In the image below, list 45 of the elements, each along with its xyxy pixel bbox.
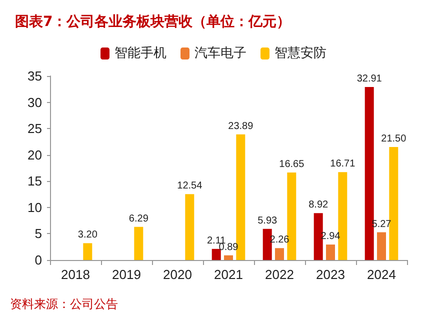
data-label: 23.89 (228, 120, 254, 132)
y-tick-label: 5 (34, 226, 42, 242)
y-tick-label: 15 (28, 174, 42, 189)
bar (326, 244, 335, 260)
bar (389, 146, 398, 260)
x-tick-label: 2022 (265, 267, 294, 282)
data-label: 21.50 (381, 133, 407, 144)
text: 资料来源：公司公告 (10, 297, 118, 311)
x-tick-label: 2020 (163, 267, 192, 282)
y-tick-label: 10 (28, 200, 42, 215)
bar (338, 172, 348, 260)
bar (314, 213, 323, 260)
bar (364, 86, 374, 260)
bar (224, 255, 233, 260)
data-label: 5.93 (258, 215, 278, 226)
data-label: 8.92 (308, 200, 329, 211)
legend-label: 智能手机 (114, 46, 166, 61)
bar (236, 134, 246, 260)
bar (83, 243, 92, 260)
chart-title: 图表7：公司各业务板块营收（单位：亿元） (15, 14, 291, 30)
bar (134, 226, 144, 260)
bar (275, 248, 284, 260)
data-label: 16.65 (279, 158, 305, 170)
bar (287, 172, 296, 260)
legend-label: 智慧安防 (274, 45, 326, 61)
bar (212, 248, 221, 260)
data-label: 16.71 (330, 158, 356, 170)
y-tick-label: 25 (28, 121, 42, 136)
y-tick-label: 35 (28, 68, 42, 84)
data-label: 32.91 (356, 73, 382, 84)
bar (185, 194, 194, 260)
x-tick-label: 2018 (61, 267, 90, 282)
y-tick-label: 20 (28, 147, 42, 162)
x-tick-label: 2024 (367, 267, 396, 282)
bar (377, 232, 386, 260)
data-label: 12.54 (177, 180, 203, 192)
bar (262, 228, 272, 260)
data-label: 3.20 (78, 230, 98, 241)
x-tick-label: 2023 (316, 267, 345, 282)
y-tick-label: 30 (28, 94, 42, 110)
data-label: 6.29 (128, 213, 149, 224)
x-tick-label: 2019 (112, 267, 141, 282)
x-tick-label: 2021 (214, 267, 243, 282)
legend-label: 汽车电子 (194, 46, 246, 61)
y-tick-label: 0 (34, 252, 42, 268)
